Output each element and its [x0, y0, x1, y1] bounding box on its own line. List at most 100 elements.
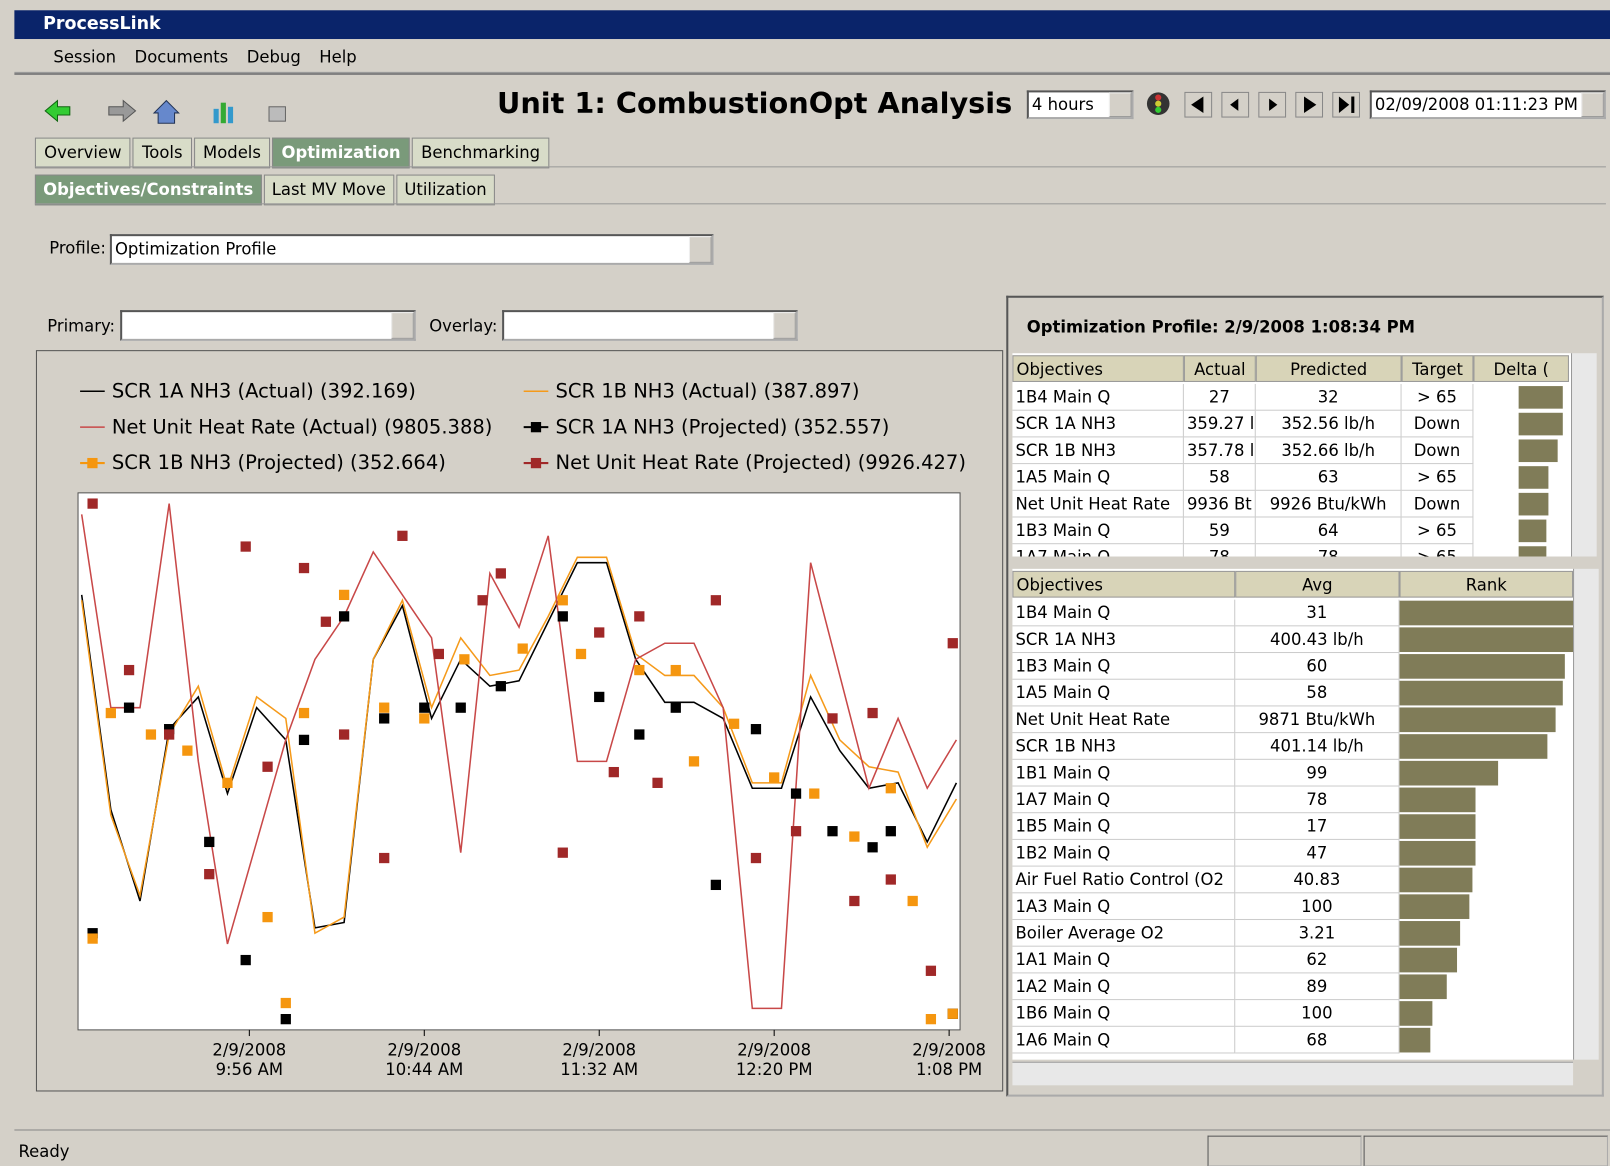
rank-bar — [1399, 867, 1473, 893]
legend-label: Net Unit Heat Rate (Actual) (9805.388) — [112, 415, 492, 438]
delta-bar — [1518, 466, 1549, 489]
scatter-point — [594, 627, 605, 638]
tab[interactable]: Overview — [34, 137, 131, 169]
chart: SCR 1A NH3 (Actual) (392.169) SCR 1B NH3 … — [77, 379, 966, 1037]
scatter-point — [145, 729, 157, 740]
status-pane — [1207, 1135, 1362, 1166]
menu-item[interactable]: Documents — [134, 47, 229, 67]
column-header: Target — [1401, 355, 1474, 382]
table-cell: 1A1 Main Q — [1012, 946, 1236, 974]
column-header: Avg — [1235, 570, 1400, 598]
dropdown-button[interactable] — [391, 312, 414, 339]
rank-bar — [1399, 1001, 1433, 1026]
delta-bar — [1518, 492, 1549, 516]
subtab[interactable]: Last MV Move — [263, 174, 395, 206]
scatter-point — [338, 589, 350, 601]
dropdown-button[interactable] — [1581, 92, 1604, 118]
legend-marker — [530, 422, 542, 433]
scatter-point — [164, 729, 175, 740]
rank-bar — [1399, 921, 1461, 946]
datetime-field[interactable]: 02/09/2008 01:11:23 PM — [1369, 90, 1606, 120]
delta-bar — [1518, 546, 1547, 557]
table-cell: 32 — [1255, 384, 1402, 411]
scatter-point — [809, 788, 820, 799]
dropdown-button[interactable] — [688, 236, 712, 263]
scatter-point — [750, 852, 762, 864]
legend-label: SCR 1B NH3 (Projected) (352.664) — [112, 451, 446, 474]
delta-bar — [1518, 519, 1547, 543]
scatter-point — [298, 562, 310, 574]
top-table: Objectives Actual Predicted Target Delta (1B… — [1012, 353, 1572, 557]
scatter-point — [947, 1008, 958, 1019]
scatter-point — [182, 745, 193, 756]
menu-bar: Session Documents Debug Help — [14, 41, 1610, 73]
table-cell: SCR 1A NH3 — [1012, 410, 1184, 438]
scatter-point — [280, 997, 291, 1009]
table-cell: 1B3 Main Q — [1012, 517, 1184, 545]
scatter-point — [634, 729, 645, 740]
tab[interactable]: Models — [193, 137, 271, 169]
scatter-point — [320, 616, 332, 627]
tab[interactable]: Optimization — [272, 137, 410, 169]
scatter-point — [557, 847, 568, 858]
overlay-select[interactable] — [502, 310, 798, 341]
scatter-point — [769, 772, 780, 783]
scrollbar[interactable] — [1573, 568, 1599, 1060]
primary-label: Primary: — [47, 316, 116, 336]
scatter-point — [397, 530, 408, 541]
scatter-point — [608, 766, 619, 778]
tab[interactable]: Benchmarking — [411, 137, 550, 169]
table-cell: 78 — [1235, 786, 1400, 814]
series-line — [80, 503, 958, 1010]
legend-label: Net Unit Heat Rate (Projected) (9926.427… — [555, 451, 965, 474]
scatter-point — [885, 874, 896, 885]
table-cell: 1B2 Main Q — [1012, 839, 1236, 867]
dropdown-button[interactable] — [773, 312, 796, 339]
dropdown-button[interactable] — [1108, 92, 1132, 118]
page-title: Unit 1: CombustionOpt Analysis — [496, 86, 1013, 121]
table-cell: 1A5 Main Q — [1012, 464, 1184, 491]
scatter-point — [338, 729, 350, 740]
table-cell: 3.21 — [1235, 920, 1400, 947]
scatter-point — [652, 777, 663, 788]
legend-marker — [530, 457, 542, 469]
tab[interactable]: Tools — [132, 137, 192, 169]
profile-select[interactable]: Optimization Profile — [109, 234, 714, 265]
h-scrollbar[interactable] — [1012, 1061, 1574, 1086]
scatter-point — [849, 895, 860, 907]
range-select[interactable]: 4 hours — [1026, 90, 1134, 120]
table-cell: 357.78 l — [1183, 437, 1256, 465]
table-cell: 1A7 Main Q — [1012, 786, 1236, 814]
table-cell: 62 — [1235, 946, 1400, 974]
scatter-point — [925, 965, 937, 976]
scatter-point — [298, 707, 310, 719]
menu-item[interactable]: Help — [319, 47, 357, 67]
scatter-point — [947, 638, 958, 649]
table-cell: 1B5 Main Q — [1012, 813, 1236, 840]
table-cell: Down — [1401, 490, 1474, 518]
table-cell: 60 — [1235, 653, 1400, 680]
scrollbar[interactable] — [1571, 353, 1597, 557]
subtab[interactable]: Objectives/Constraints — [34, 174, 262, 206]
scatter-point — [379, 702, 390, 713]
scatter-point — [827, 826, 838, 837]
x-tick-label: 2/9/2008 11:32 AM — [560, 1040, 639, 1080]
menu-item[interactable]: Session — [53, 47, 117, 67]
subtab[interactable]: Utilization — [396, 174, 495, 206]
legend-label: SCR 1A NH3 (Projected) (352.557) — [555, 415, 889, 438]
rank-bar — [1399, 654, 1565, 679]
scatter-point — [557, 595, 568, 606]
primary-select[interactable] — [120, 310, 416, 341]
rank-bar — [1399, 627, 1574, 653]
table-cell: 58 — [1235, 679, 1400, 707]
x-tick-label: 2/9/2008 9:56 AM — [212, 1040, 287, 1080]
menu-item[interactable]: Debug — [246, 47, 301, 67]
series-line — [80, 556, 958, 935]
scatter-point — [204, 836, 215, 848]
delta-bar — [1518, 439, 1558, 463]
column-header: Rank — [1399, 570, 1574, 598]
scatter-point — [87, 928, 98, 939]
table-cell: 1B1 Main Q — [1012, 759, 1236, 787]
column-header: Objectives — [1012, 355, 1184, 382]
